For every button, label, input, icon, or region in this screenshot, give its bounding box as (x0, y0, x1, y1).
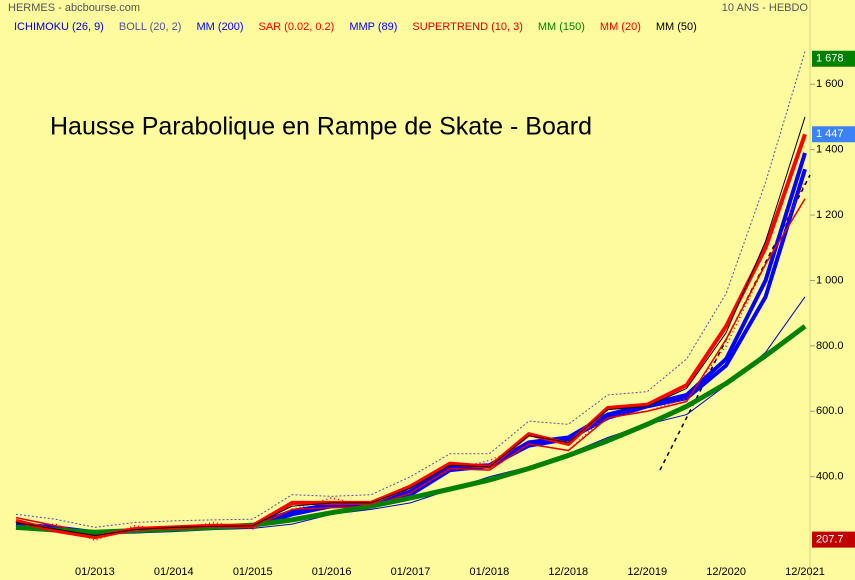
x-tick-label: 01/2014 (154, 566, 194, 578)
legend-entry: MM (150) (538, 21, 585, 33)
y-tick-label: 400.0 (816, 471, 844, 483)
price-marker (812, 531, 855, 548)
x-tick-label: 01/2013 (75, 566, 115, 578)
x-tick-label: 12/2021 (785, 566, 825, 578)
price-marker-label: 1 447 (816, 128, 844, 140)
series-line (15, 51, 806, 528)
x-tick-label: 12/2019 (627, 566, 667, 578)
x-tick-label: 01/2018 (470, 566, 510, 578)
price-marker (812, 126, 855, 143)
y-tick-label: 1 000 (816, 274, 844, 286)
x-tick-label: 01/2016 (312, 566, 352, 578)
y-tick-label: 1 200 (816, 209, 844, 221)
y-tick-label: 800.0 (816, 340, 844, 352)
header-left: HERMES - abcbourse.com (8, 2, 140, 14)
y-tick-label: 1 600 (816, 78, 844, 90)
legend-entry: BOLL (20, 2) (119, 21, 182, 33)
chart-title: Hausse Parabolique en Rampe de Skate - B… (50, 113, 592, 141)
x-tick-label: 01/2017 (391, 566, 431, 578)
y-tick-label: 600.0 (816, 405, 844, 417)
x-tick-label: 12/2018 (548, 566, 588, 578)
price-marker (812, 50, 855, 67)
price-marker-label: 207.7 (816, 533, 844, 545)
legend-entry: MM (50) (656, 21, 697, 33)
y-tick-label: 1 400 (816, 144, 844, 156)
price-marker-label: 1 678 (816, 53, 844, 65)
legend-entry: ICHIMOKU (26, 9) (14, 21, 104, 33)
legend-entry: MMP (89) (349, 21, 397, 33)
series-line (15, 116, 806, 537)
x-tick-label: 12/2020 (706, 566, 746, 578)
x-tick-label: 01/2015 (233, 566, 273, 578)
legend-entry: SUPERTREND (10, 3) (412, 21, 522, 33)
header-right: 10 ANS - HEBDO (722, 2, 809, 14)
legend-entry: MM (200) (196, 21, 243, 33)
legend-entry: SAR (0.02, 0.2) (259, 21, 335, 33)
legend-entry: MM (20) (600, 21, 641, 33)
